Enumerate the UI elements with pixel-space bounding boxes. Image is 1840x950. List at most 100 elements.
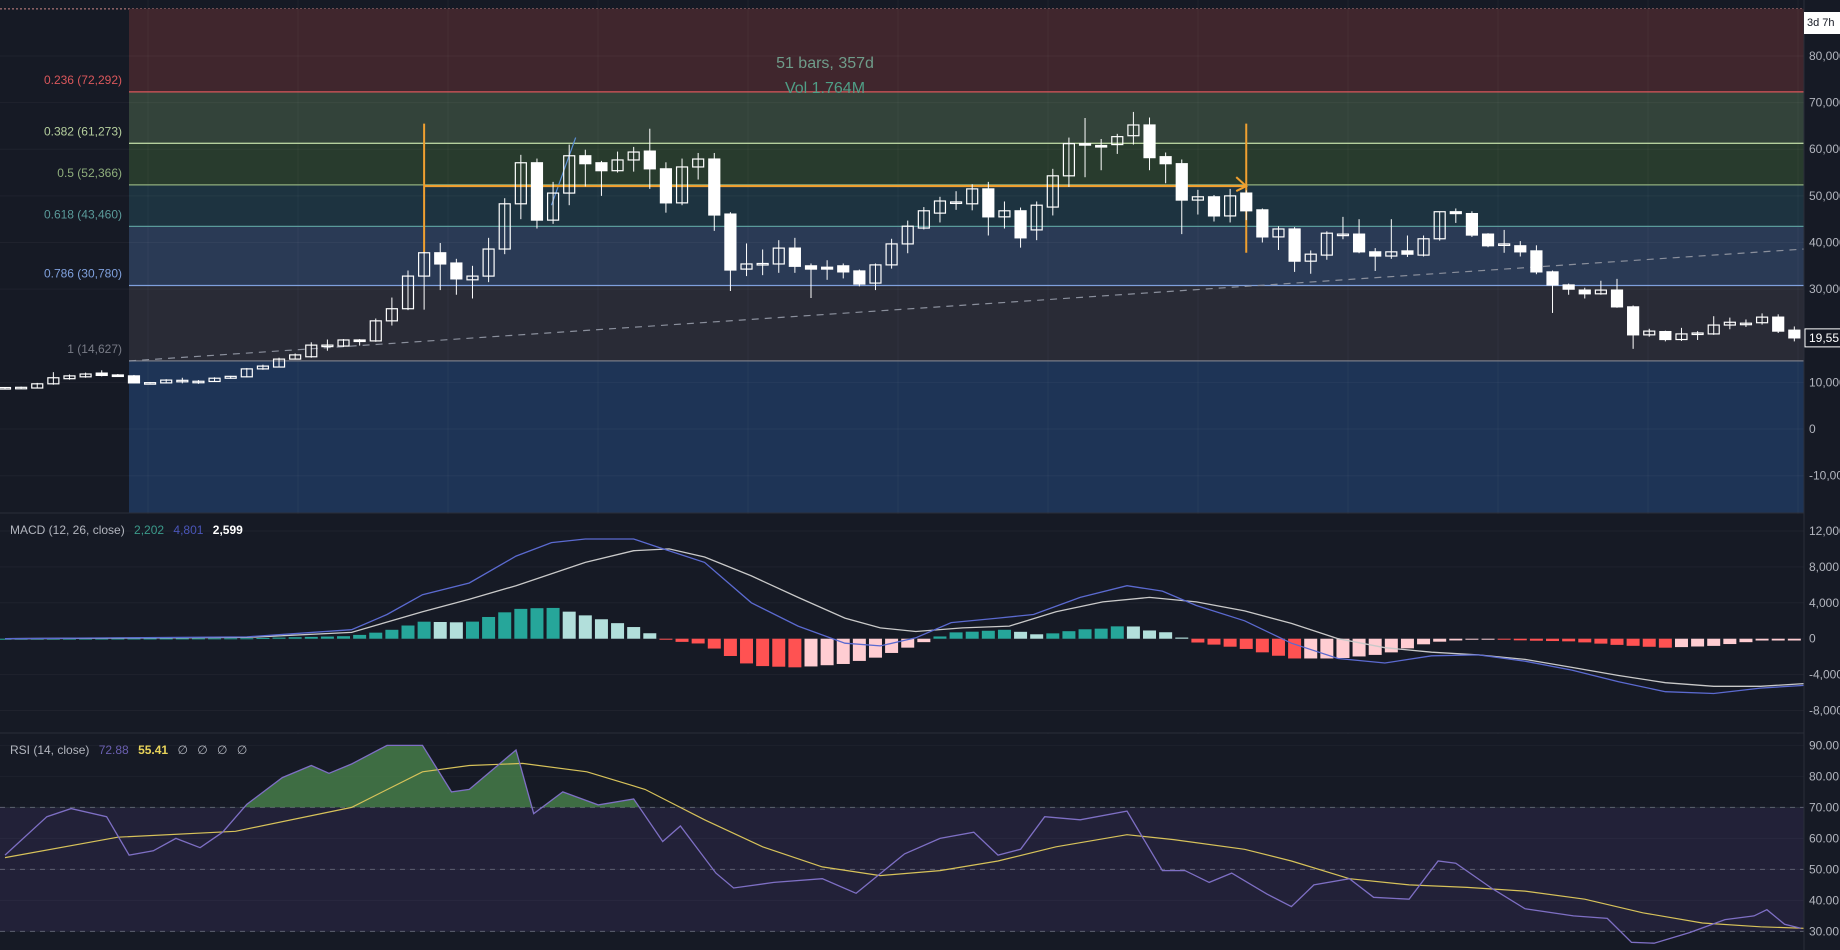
last-price-label: 19,55 xyxy=(1809,331,1839,345)
candle-body-up xyxy=(546,192,560,221)
price-axis[interactable]: 80,000 70,000 60,000 50,000 40,000 30,000 10,0… xyxy=(1803,0,1840,950)
candle xyxy=(1578,287,1591,299)
candle xyxy=(1191,189,1204,215)
candle xyxy=(369,318,382,342)
macd-histogram-bar xyxy=(79,638,93,640)
candle xyxy=(272,357,286,368)
macd-histogram-bar xyxy=(514,608,528,639)
candle xyxy=(772,240,785,273)
candle xyxy=(1336,216,1350,240)
candle-body-up xyxy=(305,344,318,358)
candle xyxy=(1659,330,1672,342)
macd-histogram-bar xyxy=(1384,638,1398,653)
candle xyxy=(450,258,463,295)
macd-histogram-bar xyxy=(1288,638,1302,659)
candle-body-up xyxy=(966,188,979,205)
macd-histogram-bar xyxy=(707,638,721,649)
candle-body-up xyxy=(1707,324,1720,335)
macd-histogram-bar xyxy=(1255,638,1269,653)
candle-body-down xyxy=(1772,316,1785,332)
candle-body-down xyxy=(708,158,721,216)
macd-histogram-bar xyxy=(304,636,318,639)
candle-body-down xyxy=(1546,271,1559,286)
rsi-line xyxy=(4,744,1801,944)
candle xyxy=(901,220,914,254)
candle xyxy=(1078,117,1092,178)
candle xyxy=(31,382,44,389)
candle xyxy=(466,265,479,299)
macd-legend[interactable]: MACD (12, 26, close) 2,202 4,801 2,599 xyxy=(10,523,249,537)
candle-body-down xyxy=(804,265,818,270)
macd-histogram-bar xyxy=(546,607,560,639)
macd-histogram-bar xyxy=(885,638,899,653)
macd-histogram-bar xyxy=(917,638,931,643)
candle-body-down xyxy=(530,162,544,221)
macd-histogram-bar xyxy=(369,632,383,639)
candle-body-up xyxy=(192,380,205,384)
candle-body-up xyxy=(1191,196,1204,201)
rsi-legend[interactable]: RSI (14, close) 72.88 55.41 ∅ ∅ ∅ ∅ xyxy=(10,743,253,757)
price-tick-label: 0 xyxy=(1809,422,1816,436)
candle xyxy=(966,184,979,211)
macd-background xyxy=(0,514,1804,733)
fib-zone xyxy=(129,91,1804,144)
candle-body-up xyxy=(256,365,270,370)
candle-body-up xyxy=(611,159,624,172)
measure-arrow-icon xyxy=(1235,176,1248,192)
candle xyxy=(595,160,608,196)
candle-body-up xyxy=(208,377,221,383)
candle-body-up xyxy=(1755,316,1769,324)
candle xyxy=(1433,211,1446,241)
candle xyxy=(224,375,237,379)
candle xyxy=(885,238,898,269)
candle xyxy=(1304,250,1317,274)
candle xyxy=(1465,211,1479,237)
candle xyxy=(821,260,834,280)
candle xyxy=(563,144,576,206)
last-price-badge xyxy=(1804,328,1840,348)
measure-bars-label: 51 bars, 357d xyxy=(776,55,874,72)
candle xyxy=(1143,117,1156,171)
candle-body-up xyxy=(176,379,189,383)
macd-histogram-bar xyxy=(836,638,850,664)
macd-histogram-bar xyxy=(562,611,576,639)
candle xyxy=(1272,226,1285,250)
candle xyxy=(208,377,221,383)
macd-histogram-bar xyxy=(1191,638,1205,643)
candle xyxy=(176,377,189,384)
macd-histogram-bar xyxy=(1691,638,1705,647)
candle-body-down xyxy=(1659,330,1672,341)
rsi-tick-label: 60.00 xyxy=(1809,831,1839,845)
candle xyxy=(692,152,705,180)
candle xyxy=(949,191,963,210)
macd-histogram-bar xyxy=(1094,628,1108,639)
candle-body-up xyxy=(47,377,60,385)
candle-body-up xyxy=(498,203,511,250)
candle xyxy=(1240,190,1253,221)
price-tick-label: 80,000 xyxy=(1809,49,1840,63)
macd-histogram-bar xyxy=(337,636,351,639)
candle-body-up xyxy=(1224,195,1237,217)
candle xyxy=(998,201,1011,229)
candle xyxy=(289,353,302,360)
macd-histogram-bar xyxy=(95,638,109,640)
candle xyxy=(321,339,334,351)
candle xyxy=(756,249,769,276)
fib-level-label: 0.382 (61,273) xyxy=(44,124,122,138)
macd-pane[interactable] xyxy=(0,514,1840,734)
candle-body-up xyxy=(0,386,12,390)
macd-histogram-bar xyxy=(611,623,625,639)
candle-body-up xyxy=(63,375,76,380)
macd-histogram-bar xyxy=(1304,638,1318,659)
macd-histogram-bar xyxy=(1771,638,1785,641)
macd-tick-label: 8,000 xyxy=(1809,560,1839,574)
candle-body-up xyxy=(31,383,44,389)
candle xyxy=(95,370,108,377)
macd-histogram-bar xyxy=(643,633,657,639)
rsi-pane[interactable] xyxy=(0,734,1805,950)
rsi-ma-value: 55.41 xyxy=(138,743,169,757)
price-tick-label: -10,000 xyxy=(1809,469,1840,483)
fib-level-label: 0.236 (72,292) xyxy=(44,73,122,87)
